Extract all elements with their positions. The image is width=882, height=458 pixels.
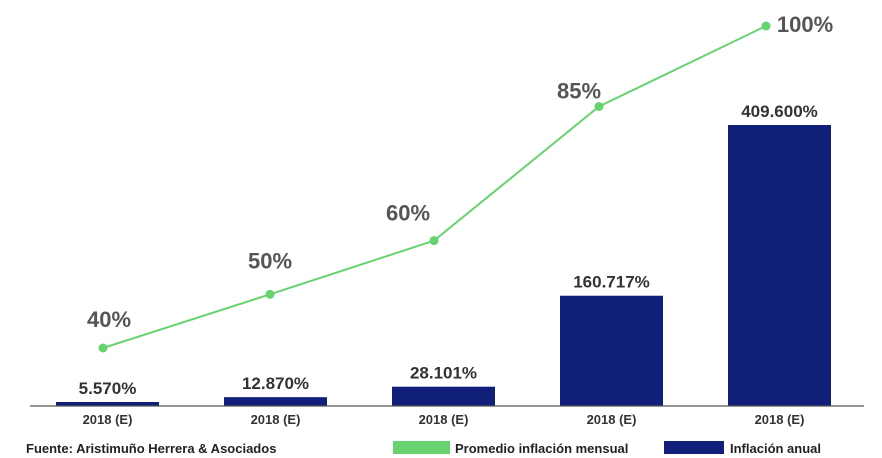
chart-footer: Fuente: Aristimuño Herrera & Asociados P… <box>0 436 882 458</box>
legend-label-bar: Inflación anual <box>730 441 822 456</box>
bar-1 <box>224 397 327 406</box>
x-tick-label-3: 2018 (E) <box>587 412 637 427</box>
bar-4 <box>728 125 831 406</box>
line-series: 40% 50% 60% 85% 100% <box>87 12 833 353</box>
line-point-2 <box>429 236 439 246</box>
x-tick-labels: 2018 (E) 2018 (E) 2018 (E) 2018 (E) 2018 (E) <box>83 412 805 427</box>
x-tick-label-0: 2018 (E) <box>83 412 133 427</box>
line-point-4 <box>761 21 771 31</box>
x-tick-label-1: 2018 (E) <box>251 412 301 427</box>
bar-value-label-2: 28.101% <box>410 364 477 383</box>
source-note: Fuente: Aristimuño Herrera & Asociados <box>26 441 277 456</box>
line-value-label-0: 40% <box>87 307 131 332</box>
line-value-label-2: 60% <box>386 201 430 226</box>
x-tick-label-4: 2018 (E) <box>755 412 805 427</box>
line-point-3 <box>594 102 604 111</box>
bar-series: 5.570% 12.870% 28.101% 160.717% 409.600% <box>56 102 831 406</box>
line-value-label-1: 50% <box>248 248 292 273</box>
x-tick-label-2: 2018 (E) <box>419 412 469 427</box>
legend-swatch-line <box>393 441 450 454</box>
line-path <box>102 25 767 349</box>
line-value-label-4: 100% <box>777 12 833 37</box>
line-point-1 <box>265 289 275 299</box>
bar-3 <box>560 295 663 406</box>
bar-value-label-4: 409.600% <box>741 102 818 121</box>
legend-swatch-bar <box>664 441 724 454</box>
bar-2 <box>392 386 495 406</box>
bar-value-label-3: 160.717% <box>573 273 650 292</box>
line-point-0 <box>98 343 108 353</box>
line-value-label-3: 85% <box>557 79 601 104</box>
combo-chart: 5.570% 12.870% 28.101% 160.717% 409.600% 201… <box>30 12 864 427</box>
bar-value-label-0: 5.570% <box>79 379 137 398</box>
bar-0 <box>56 402 159 406</box>
legend-label-line: Promedio inflación mensual <box>455 441 629 456</box>
bar-value-label-1: 12.870% <box>242 374 309 393</box>
